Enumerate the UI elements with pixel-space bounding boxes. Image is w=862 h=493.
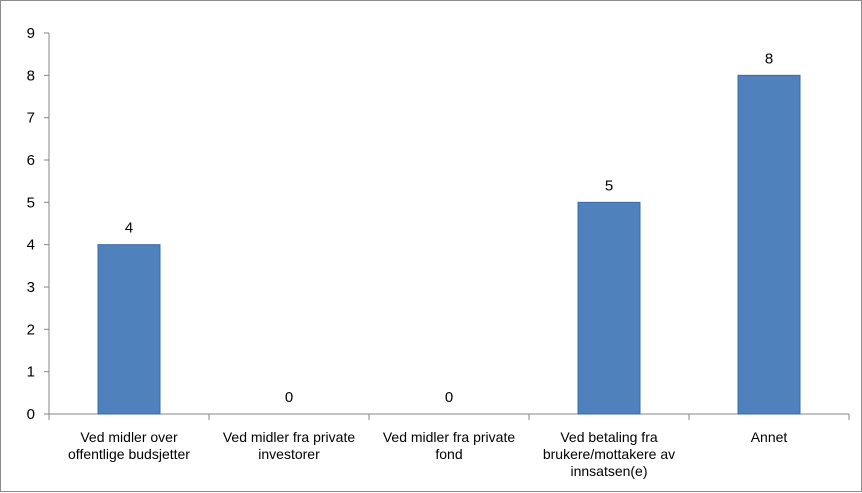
x-category-label-line: Annet [751,429,788,445]
x-category-label-line: fond [435,446,462,462]
y-tick-label: 5 [27,194,35,211]
y-tick-label: 7 [27,110,35,127]
data-label: 4 [125,220,133,237]
chart-axes: 0 1 2 3 4 5 6 7 8 9 [27,25,850,423]
data-label: 5 [605,177,613,194]
y-tick-label: 1 [27,364,35,381]
bar [97,244,161,415]
x-category-label: Annet [751,429,788,445]
data-label: 0 [285,389,293,406]
data-label: 0 [445,389,453,406]
x-category-label-line: investorer [258,446,320,462]
bar [577,201,641,415]
x-category-label-line: Ved midler fra private [383,429,515,445]
y-tick-label: 2 [27,321,35,338]
y-tick-label: 9 [27,25,35,42]
y-tick-label: 8 [27,67,35,84]
chart-labels: 4 Ved midler over offentlige budsjetter 0 Ve… [68,50,787,479]
x-category-label-line: Ved midler fra private [223,429,355,445]
y-tick-label: 3 [27,279,35,296]
x-category-label: Ved midler fra private fond [383,429,515,462]
bar [737,74,801,415]
x-category-label-line: innsatsen(e) [570,463,647,479]
x-category-label-line: offentlige budsjetter [68,446,190,462]
x-category-label-line: Ved betaling fra [560,429,658,445]
data-label: 8 [765,50,773,67]
x-category-label: Ved midler over offentlige budsjetter [68,429,190,462]
x-category-label: Ved betaling fra brukere/mottakere av inns… [543,429,675,479]
y-tick-label: 0 [27,406,35,423]
y-tick-label: 4 [27,237,35,254]
x-category-label: Ved midler fra private investorer [223,429,355,462]
x-category-label-line: brukere/mottakere av [543,446,675,462]
chart-bars [97,74,801,415]
x-category-label-line: Ved midler over [80,429,178,445]
y-tick-label: 6 [27,152,35,169]
